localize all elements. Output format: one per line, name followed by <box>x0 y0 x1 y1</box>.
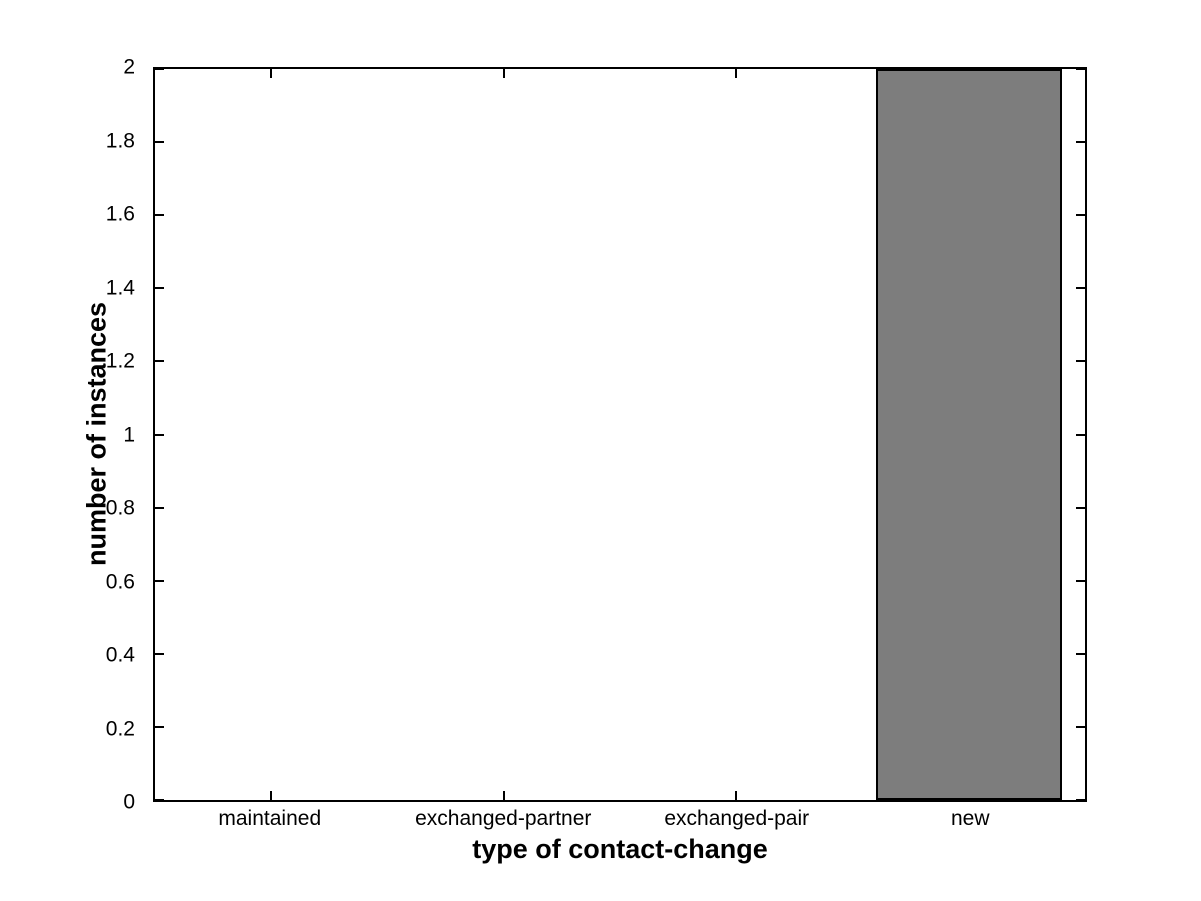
x-tick-labels: maintained exchanged-partner exchanged-pai… <box>153 808 1087 834</box>
y-tick-label: 0.4 <box>105 643 135 667</box>
x-axis-label: type of contact-change <box>472 834 768 864</box>
y-tick-left <box>155 360 164 363</box>
x-tick-bottom <box>735 791 738 800</box>
y-tick-left <box>155 141 164 144</box>
bar-new <box>875 69 1062 800</box>
y-tick-left <box>155 287 164 290</box>
x-tick-top <box>735 69 738 78</box>
y-tick-right <box>1076 360 1085 363</box>
y-tick-label: 1 <box>123 423 135 446</box>
y-tick-left <box>155 799 164 801</box>
y-tick-right <box>1076 141 1085 144</box>
x-tick-bottom <box>502 791 505 800</box>
y-tick-right <box>1076 506 1085 509</box>
y-tick-right <box>1076 652 1085 655</box>
y-tick-right <box>1076 287 1085 290</box>
y-tick-left <box>155 725 164 728</box>
y-tick-label: 1.8 <box>105 129 135 152</box>
x-tick-bottom <box>270 791 273 800</box>
y-tick-left <box>155 214 164 217</box>
y-tick-label: 0 <box>123 790 135 814</box>
y-tick-label: 1.2 <box>105 349 135 373</box>
y-tick-left <box>155 506 164 509</box>
plot-area <box>153 67 1087 802</box>
y-tick-label: 0.6 <box>105 570 135 593</box>
y-tick-left <box>155 433 164 436</box>
x-tick-label: exchanged-partner <box>415 807 592 830</box>
y-tick-label: 0.8 <box>105 496 135 520</box>
x-tick-top <box>502 69 505 78</box>
x-tick-label: exchanged-pair <box>664 807 810 830</box>
y-tick-right <box>1076 68 1085 70</box>
y-tick-label: 1.4 <box>105 276 135 299</box>
y-tick-right <box>1076 725 1085 728</box>
y-tick-left <box>155 579 164 582</box>
y-tick-label: 1.6 <box>105 202 135 226</box>
y-tick-left <box>155 68 164 70</box>
y-tick-label: 0.2 <box>105 717 135 740</box>
y-tick-left <box>155 652 164 655</box>
x-tick-top <box>270 69 273 78</box>
y-tick-right <box>1076 799 1085 801</box>
y-tick-labels: 0 0.2 0.4 0.6 0.8 1 1.2 1.4 1.6 1.8 2 <box>0 57 143 813</box>
y-tick-right <box>1076 214 1085 217</box>
x-tick-label: maintained <box>218 807 322 830</box>
y-tick-label: 2 <box>123 55 135 79</box>
y-tick-right <box>1076 433 1085 436</box>
x-tick-label: new <box>950 807 990 830</box>
y-tick-right <box>1076 579 1085 582</box>
